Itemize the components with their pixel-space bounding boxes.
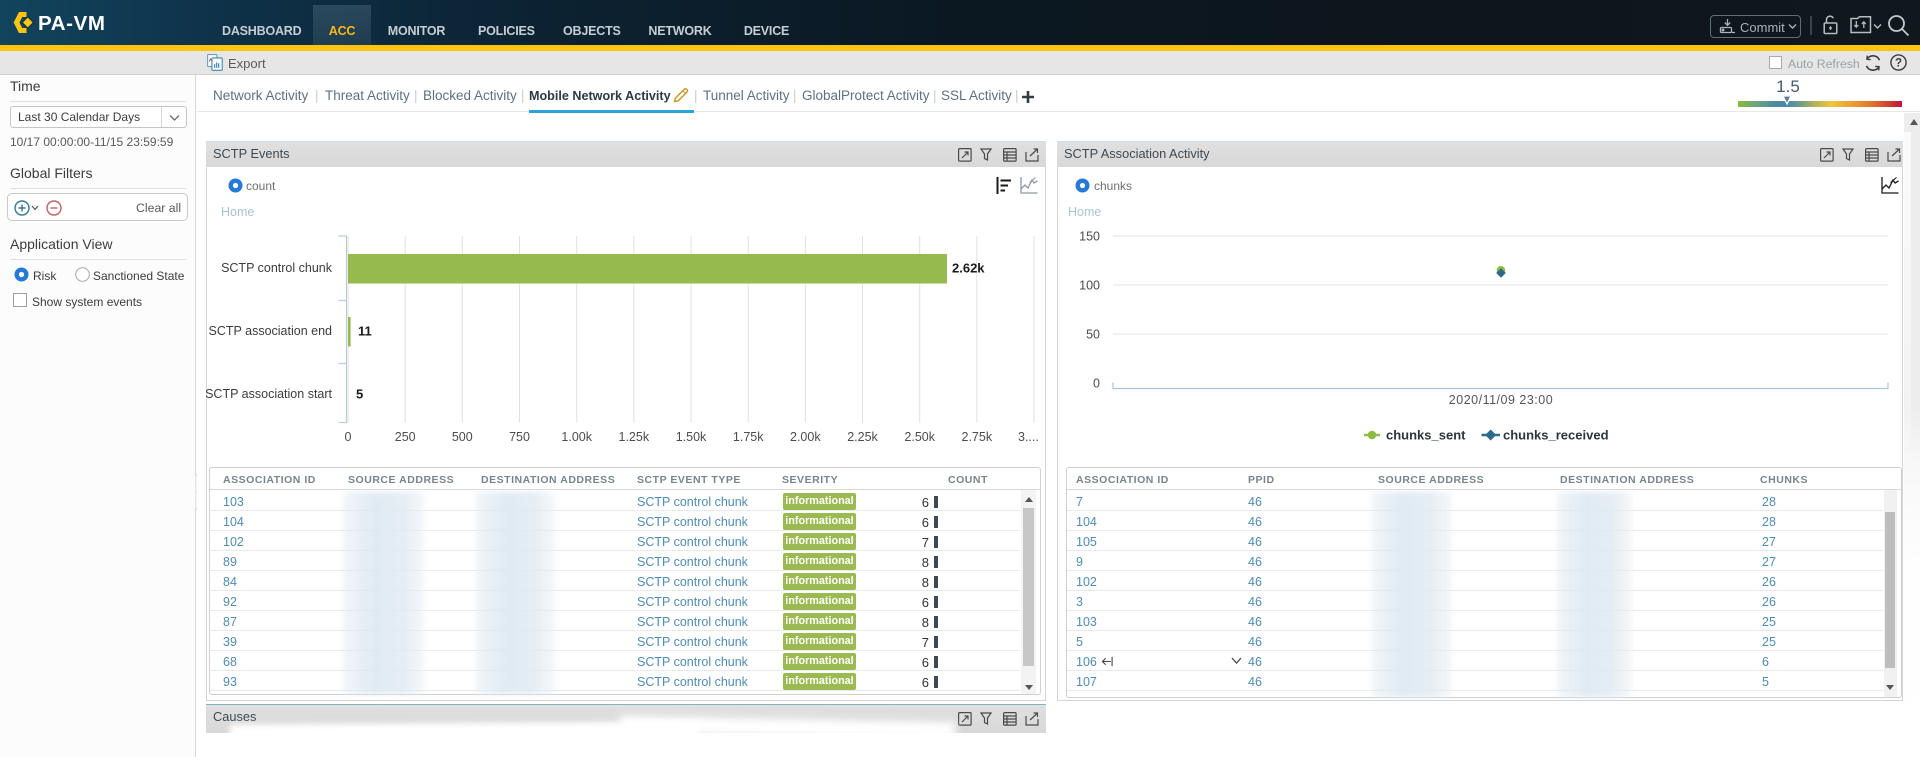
svg-text:0: 0 xyxy=(345,430,352,444)
svg-text:2.62k: 2.62k xyxy=(952,261,985,276)
svg-text:2.25k: 2.25k xyxy=(847,430,878,444)
svg-text:1.00k: 1.00k xyxy=(561,430,592,444)
svg-text:2.00k: 2.00k xyxy=(790,430,821,444)
svg-text:3....: 3.... xyxy=(1018,430,1039,444)
svg-text:250: 250 xyxy=(395,430,416,444)
svg-text:5: 5 xyxy=(356,387,363,402)
svg-text:2020/11/09 23:00: 2020/11/09 23:00 xyxy=(1449,393,1553,407)
svg-text:750: 750 xyxy=(509,430,530,444)
svg-text:11: 11 xyxy=(358,324,372,339)
svg-text:SCTP association start: SCTP association start xyxy=(206,387,333,401)
svg-text:150: 150 xyxy=(1079,230,1100,244)
svg-text:chunks_received: chunks_received xyxy=(1503,428,1609,443)
svg-text:50: 50 xyxy=(1086,328,1100,342)
svg-text:2.50k: 2.50k xyxy=(904,430,935,444)
svg-text:SCTP association end: SCTP association end xyxy=(209,324,332,338)
svg-text:2.75k: 2.75k xyxy=(962,430,993,444)
svg-text:0: 0 xyxy=(1093,377,1100,391)
svg-text:1.75k: 1.75k xyxy=(733,430,764,444)
svg-text:?: ? xyxy=(1895,58,1902,70)
svg-text:SCTP control chunk: SCTP control chunk xyxy=(221,261,333,275)
svg-text:500: 500 xyxy=(452,430,473,444)
svg-text:1.25k: 1.25k xyxy=(619,430,650,444)
svg-text:chunks_sent: chunks_sent xyxy=(1386,428,1466,443)
svg-text:100: 100 xyxy=(1079,279,1100,293)
svg-text:1.50k: 1.50k xyxy=(676,430,707,444)
